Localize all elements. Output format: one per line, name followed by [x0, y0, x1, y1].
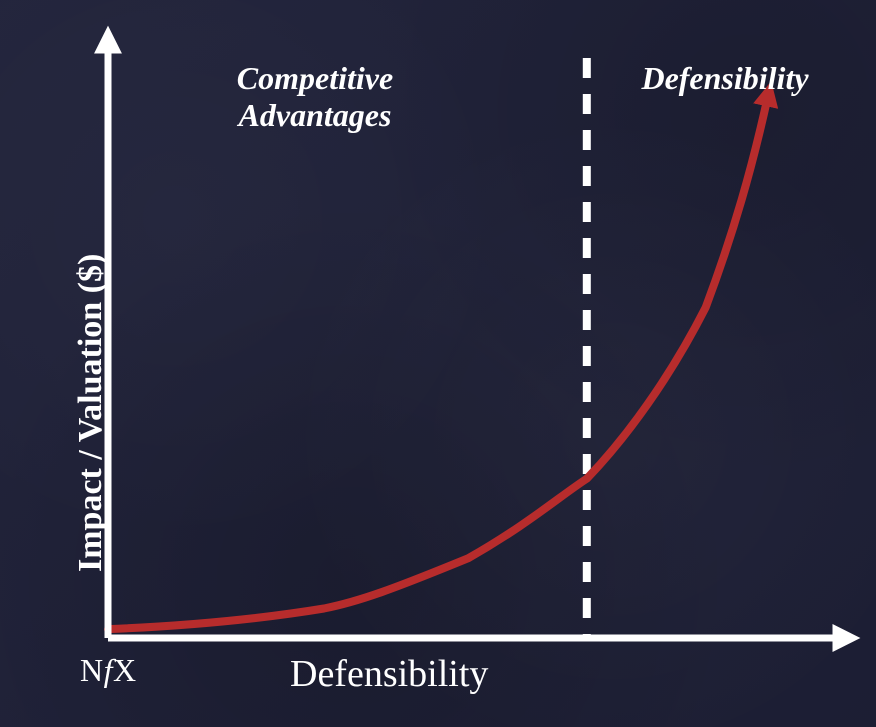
region-label-competitive-advantages: Competitive Advantages: [185, 60, 445, 134]
valuation-curve: [108, 101, 767, 629]
nfx-logo-n: N: [80, 652, 104, 688]
region-label-defensibility: Defensibility: [610, 60, 840, 97]
x-axis-label: Defensibility: [290, 652, 488, 696]
chart-canvas: Impact / Valuation ($) Defensibility Com…: [0, 0, 876, 727]
y-axis-label: Impact / Valuation ($): [72, 254, 110, 572]
nfx-logo: NfX: [80, 652, 137, 689]
nfx-logo-f: f: [104, 652, 113, 688]
plot-area: [108, 48, 838, 638]
nfx-logo-x: X: [113, 652, 137, 688]
